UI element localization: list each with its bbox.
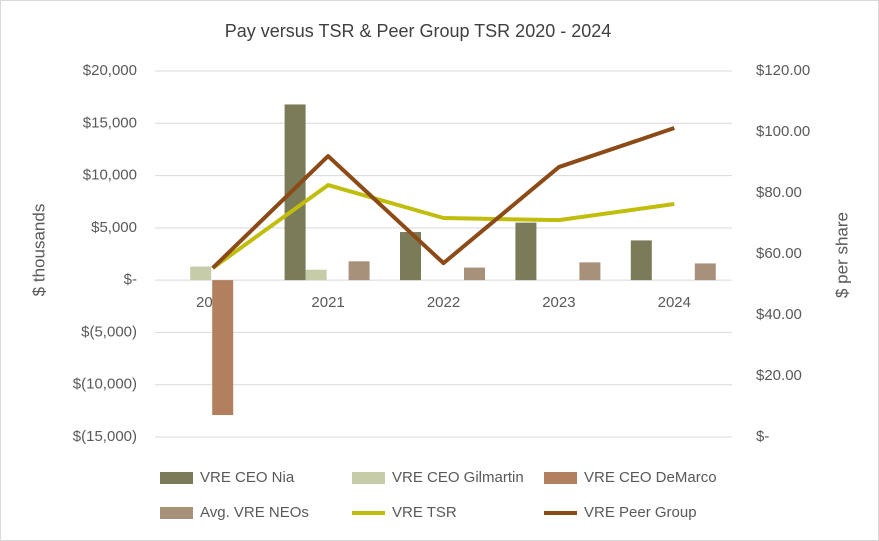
line — [211, 183, 675, 270]
y-tick-label: $15,000 — [83, 114, 137, 131]
x-tick-label: 2021 — [311, 294, 344, 311]
line — [211, 126, 675, 270]
y2-tick-label: $40.00 — [756, 306, 802, 323]
y-tick-label: $10,000 — [83, 167, 137, 184]
legend-label: VRE CEO Gilmartin — [392, 469, 524, 486]
bar — [212, 280, 234, 416]
bar — [284, 104, 306, 281]
legend-label: VRE Peer Group — [584, 504, 697, 521]
legend-label: VRE CEO DeMarco — [584, 469, 717, 486]
y-tick-label: $20,000 — [83, 62, 137, 79]
y2-tick-label: $80.00 — [756, 184, 802, 201]
y2-tick-label: $100.00 — [756, 123, 810, 140]
y-tick-label: $(10,000) — [73, 376, 137, 393]
legend-swatch — [544, 472, 577, 484]
x-tick-label: 2023 — [542, 294, 575, 311]
legend-label: Avg. VRE NEOs — [200, 504, 309, 521]
bar — [515, 222, 537, 281]
bar — [630, 240, 652, 281]
y-axis-title: $ thousands — [29, 204, 48, 297]
y-tick-label: $(15,000) — [73, 428, 137, 445]
bar — [400, 232, 421, 281]
legend-label: VRE CEO Nia — [200, 469, 295, 486]
bar — [579, 262, 601, 281]
bar — [464, 267, 485, 281]
y-tick-label: $5,000 — [91, 219, 137, 236]
legend-swatch — [352, 472, 385, 484]
x-tick-label: 2022 — [427, 294, 460, 311]
x-tick-label: 2024 — [658, 294, 691, 311]
y2-tick-label: $20.00 — [756, 367, 802, 384]
y2-axis-title: $ per share — [832, 212, 851, 298]
y-tick-label: $- — [124, 271, 137, 288]
y-tick-label: $(5,000) — [81, 323, 137, 340]
y2-tick-label: $60.00 — [756, 245, 802, 262]
bar — [694, 263, 716, 281]
legend-label: VRE TSR — [392, 504, 457, 521]
y2-tick-label: $120.00 — [756, 62, 810, 79]
bar — [190, 266, 212, 281]
legend-swatch — [160, 472, 193, 484]
legend-swatch — [160, 507, 193, 519]
y2-tick-label: $- — [756, 428, 769, 445]
chart-title: Pay versus TSR & Peer Group TSR 2020 - 2… — [225, 21, 612, 41]
bar — [348, 261, 370, 281]
bar — [305, 269, 327, 281]
